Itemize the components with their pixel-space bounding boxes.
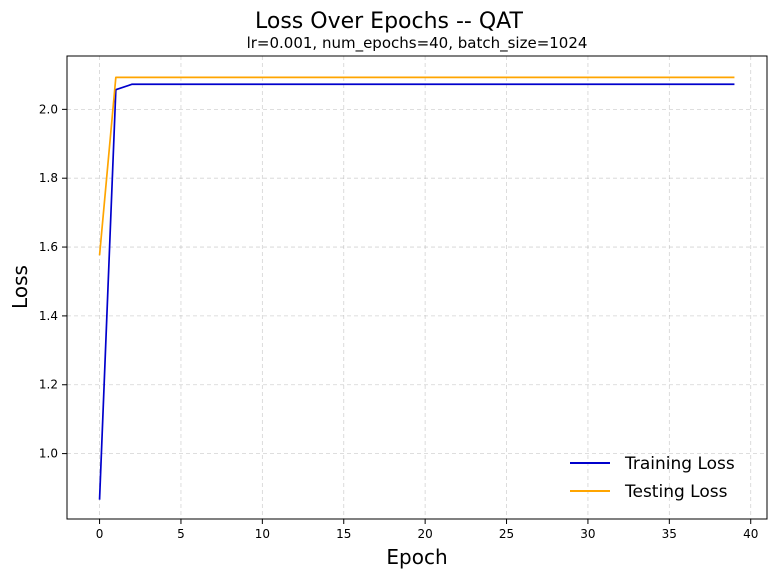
x-axis-label: Epoch [386,545,447,569]
series-line-testing-loss [98,76,735,256]
chart-title: Loss Over Epochs -- QAT [255,9,524,34]
y-tick-label: 1.6 [39,240,58,254]
y-tick-label: 2.0 [39,102,58,116]
x-tick-label: 40 [743,527,758,541]
y-axis-label: Loss [8,265,32,309]
x-tick-label: 5 [177,527,185,541]
x-tick-label: 35 [662,527,677,541]
chart-subtitle: lr=0.001, num_epochs=40, batch_size=1024 [247,34,588,53]
x-tick-label: 0 [96,527,104,541]
y-tick-label: 1.4 [39,309,58,323]
x-tick-label: 10 [255,527,270,541]
legend-label-testing: Testing Loss [624,482,728,502]
y-tick-label: 1.0 [39,447,58,461]
legend-label-training: Training Loss [624,454,735,474]
legend: Training Loss Testing Loss [570,454,735,502]
plot-frame [66,55,768,520]
ticks-layer: 0 5 10 15 20 25 30 35 40 1.0 1.2 1.4 1.6 1.8 2.0 [39,102,758,541]
grid-layer [67,56,767,519]
x-tick-label: 30 [580,527,595,541]
x-tick-label: 25 [499,527,514,541]
y-tick-label: 1.2 [39,378,58,392]
series-line-training-loss [98,83,735,500]
x-tick-label: 20 [417,527,432,541]
x-tick-label: 15 [336,527,351,541]
y-tick-label: 1.8 [39,171,58,185]
series-layer [98,76,735,500]
